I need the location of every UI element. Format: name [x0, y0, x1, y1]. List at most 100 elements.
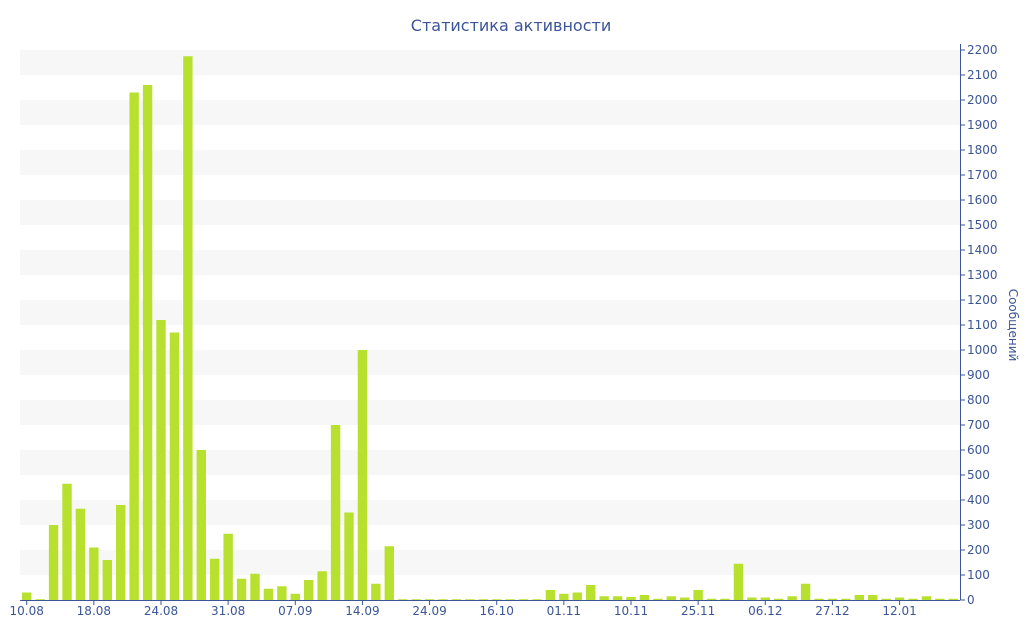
x-tick-label: 18.08 — [77, 604, 111, 618]
bar — [196, 450, 206, 600]
y-tick-label: 500 — [967, 468, 990, 482]
bar — [384, 546, 394, 600]
bar — [156, 320, 166, 600]
x-tick-label: 31.08 — [211, 604, 245, 618]
x-tick-label: 01.11 — [547, 604, 581, 618]
bar — [223, 533, 233, 600]
x-tick-label: 10.08 — [10, 604, 44, 618]
bar — [277, 586, 287, 600]
bar — [800, 583, 811, 600]
bar — [304, 580, 314, 600]
bar — [505, 599, 515, 600]
bar — [330, 425, 341, 600]
y-tick-label: 1500 — [967, 218, 998, 232]
bar — [35, 599, 45, 600]
y-tick-label: 1600 — [967, 193, 998, 207]
bar — [559, 593, 569, 600]
y-tick-label: 1100 — [967, 318, 998, 332]
y-axis-title: Сообщений — [1006, 289, 1020, 362]
bar — [438, 599, 448, 600]
bar — [935, 598, 945, 600]
bar — [868, 595, 878, 600]
y-tick-label: 900 — [967, 368, 990, 382]
grid-band — [20, 50, 960, 75]
bar-series — [22, 56, 958, 600]
bar — [639, 595, 650, 600]
bar — [102, 560, 112, 600]
bar — [908, 598, 918, 600]
bar — [626, 597, 636, 600]
grid-band — [20, 100, 960, 125]
bar — [142, 85, 153, 600]
y-tick-label: 2200 — [967, 43, 998, 57]
bar — [263, 588, 274, 600]
x-tick-label: 12.01 — [882, 604, 916, 618]
x-tick-label: 14.09 — [345, 604, 379, 618]
bar — [398, 599, 408, 600]
y-tick-label: 2000 — [967, 93, 998, 107]
bar — [545, 590, 556, 600]
bar — [465, 599, 475, 600]
bar — [733, 563, 744, 600]
bar — [841, 598, 851, 600]
grid-band — [20, 150, 960, 175]
bar — [250, 573, 260, 600]
bar — [720, 598, 730, 600]
x-tick-label: 10.11 — [614, 604, 648, 618]
bar — [693, 590, 703, 600]
bar — [706, 598, 717, 600]
bar — [424, 599, 435, 600]
bar — [116, 505, 126, 600]
x-axis: 10.08 18.08 24.08 31.08 07.09 14.09 24.09 16.10… — [10, 600, 960, 618]
bar — [371, 583, 381, 600]
y-tick-label: 300 — [967, 518, 990, 532]
chart-title: Статистика активности — [411, 16, 611, 35]
x-tick-label: 06.12 — [748, 604, 782, 618]
y-tick-label: 2100 — [967, 68, 998, 82]
y-tick-label: 1400 — [967, 243, 998, 257]
bar — [357, 350, 368, 600]
y-tick-label: 1200 — [967, 293, 998, 307]
bar — [747, 597, 757, 600]
bar — [921, 596, 932, 600]
y-tick-label: 800 — [967, 393, 990, 407]
bar — [666, 596, 676, 600]
bar — [210, 558, 220, 600]
x-tick-label: 27.12 — [815, 604, 849, 618]
bar — [129, 92, 139, 600]
bar — [451, 599, 462, 600]
y-tick-label: 1900 — [967, 118, 998, 132]
bar — [290, 593, 300, 600]
y-tick-label: 0 — [967, 593, 975, 607]
y-tick-label: 1700 — [967, 168, 998, 182]
bar — [572, 592, 582, 600]
y-tick-label: 1800 — [967, 143, 998, 157]
x-tick-label: 25.11 — [681, 604, 715, 618]
x-tick-label: 07.09 — [278, 604, 312, 618]
y-tick-label: 700 — [967, 418, 990, 432]
bar — [48, 525, 59, 600]
bar — [236, 578, 247, 600]
bar — [653, 598, 663, 600]
bar — [948, 598, 958, 600]
bar — [169, 332, 180, 600]
bar — [586, 585, 596, 600]
y-tick-label: 100 — [967, 568, 990, 582]
x-tick-label: 16.10 — [480, 604, 514, 618]
grid-band — [20, 200, 960, 225]
bar — [317, 571, 327, 600]
bar — [680, 597, 690, 600]
bar — [89, 547, 99, 600]
bar — [774, 598, 784, 600]
bar — [62, 483, 72, 600]
bar — [411, 599, 421, 600]
bar — [787, 596, 797, 600]
bar — [478, 599, 488, 600]
bar — [827, 598, 838, 600]
y-tick-label: 1300 — [967, 268, 998, 282]
bar — [22, 592, 32, 600]
bar — [492, 599, 502, 600]
bar — [344, 512, 354, 600]
grid-band — [20, 250, 960, 275]
